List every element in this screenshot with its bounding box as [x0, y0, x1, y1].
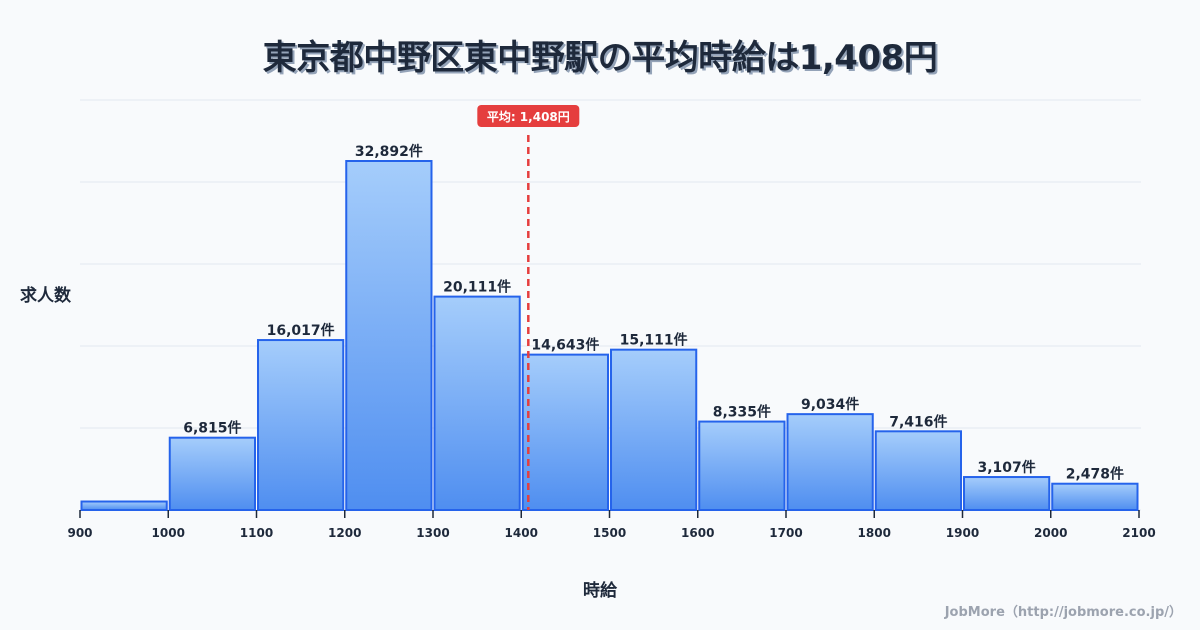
histogram-bar	[80, 500, 168, 512]
histogram-bar	[963, 476, 1051, 512]
x-tick-label: 1000	[152, 526, 185, 540]
x-tick-label: 2000	[1034, 526, 1067, 540]
source-credit: JobMore（http://jobmore.co.jp/）	[944, 605, 1182, 620]
x-axis-label: 時給	[583, 581, 617, 601]
x-tick-label: 900	[67, 526, 92, 540]
histogram-bar	[1051, 482, 1139, 511]
x-axis: 900 1000 1100 1200 1300 1400 1500 1600 1700 1800 1…	[67, 510, 1156, 540]
x-tick-label: 1500	[593, 526, 626, 540]
chart-title: 東京都中野区東中野駅の平均時給は1,408円	[262, 38, 938, 78]
histogram-bar	[433, 295, 521, 511]
bar-value-label: 16,017件	[267, 322, 335, 339]
bar-value-label: 7,416件	[889, 413, 947, 430]
bar-value-label: 3,107件	[977, 459, 1035, 476]
mean-marker: 平均: 1,408円	[477, 105, 580, 510]
histogram-bar	[257, 339, 345, 512]
mean-badge-label: 平均: 1,408円	[487, 109, 570, 124]
bar-value-label: 8,335件	[713, 404, 771, 421]
bar-value-label: 2,478件	[1066, 466, 1124, 483]
histogram-bar	[874, 430, 962, 511]
bar-value-label: 20,111件	[443, 279, 511, 296]
histogram-bar	[610, 348, 698, 512]
y-axis-label: 求人数	[20, 286, 71, 306]
x-tick-label: 1300	[416, 526, 449, 540]
bar-value-label: 9,034件	[801, 396, 859, 413]
histogram-bar	[521, 353, 609, 511]
bar-value-label: 6,815件	[183, 420, 241, 437]
histogram-bar	[345, 160, 433, 511]
histogram-bar	[168, 436, 256, 511]
mean-badge	[477, 105, 580, 127]
bar-value-label: 15,111件	[620, 332, 688, 349]
bar-value-label: 14,643件	[531, 337, 599, 354]
histogram-bar	[786, 413, 874, 511]
x-tick-label: 1400	[505, 526, 538, 540]
x-tick-label: 1700	[769, 526, 802, 540]
x-tick-label: 2100	[1122, 526, 1155, 540]
x-tick-label: 1900	[946, 526, 979, 540]
bar-value-label: 32,892件	[355, 143, 423, 160]
x-tick-label: 1100	[240, 526, 273, 540]
bars	[80, 160, 1139, 512]
x-tick-label: 1200	[328, 526, 361, 540]
x-tick-label: 1800	[858, 526, 891, 540]
bar-value-labels: 6,815件 16,017件 32,892件 20,111件 14,643件 15,111…	[183, 143, 1124, 483]
x-tick-label: 1600	[681, 526, 714, 540]
histogram-bar	[698, 420, 786, 511]
